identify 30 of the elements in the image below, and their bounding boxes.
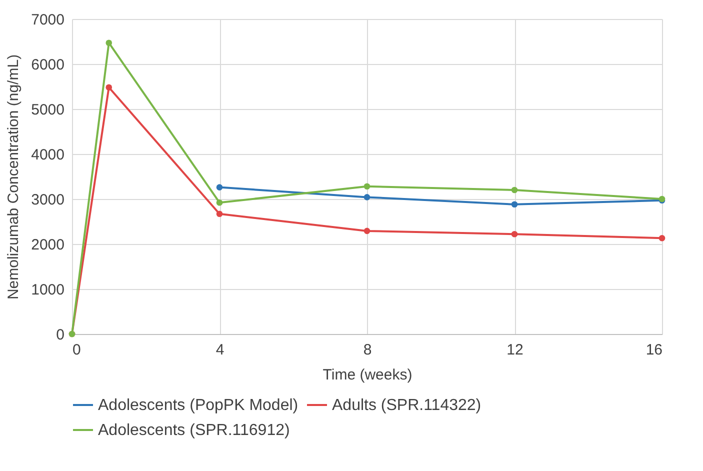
point: [658, 234, 666, 242]
y-tick-label: 5000: [31, 102, 64, 118]
y-tick-label: 2000: [31, 236, 64, 254]
legend-label: Adults (SPR.114322): [332, 397, 482, 414]
point: [364, 183, 370, 190]
x-tick-label: 16: [646, 342, 662, 358]
y-axis-title: Nemolizumab Concentration (ng/mL): [5, 54, 22, 300]
legend-label: Adolescents (PopPK Model): [98, 397, 298, 414]
x-tick-label: 12: [506, 342, 524, 358]
point: [216, 210, 223, 218]
x-tick-label: 8: [363, 342, 372, 358]
point: [216, 199, 223, 206]
point: [511, 230, 518, 238]
legend-label: Adolescents (SPR.116912): [98, 422, 290, 439]
point: [106, 40, 112, 46]
point: [216, 184, 223, 190]
point: [364, 194, 370, 200]
point: [106, 84, 112, 91]
x-tick-label: 4: [216, 342, 224, 358]
x-axis-title: Time (weeks): [322, 366, 412, 384]
point: [511, 201, 518, 208]
point: [364, 228, 370, 234]
y-tick-label: 0: [56, 326, 64, 344]
y-tick-label: 7000: [31, 12, 64, 28]
x-tick-label: 0: [72, 342, 81, 358]
point: [511, 186, 518, 194]
y-tick-label: 4000: [31, 146, 64, 164]
y-tick-label: 3000: [31, 192, 64, 208]
y-tick-label: 1000: [31, 282, 64, 298]
y-tick-label: 6000: [31, 56, 64, 74]
